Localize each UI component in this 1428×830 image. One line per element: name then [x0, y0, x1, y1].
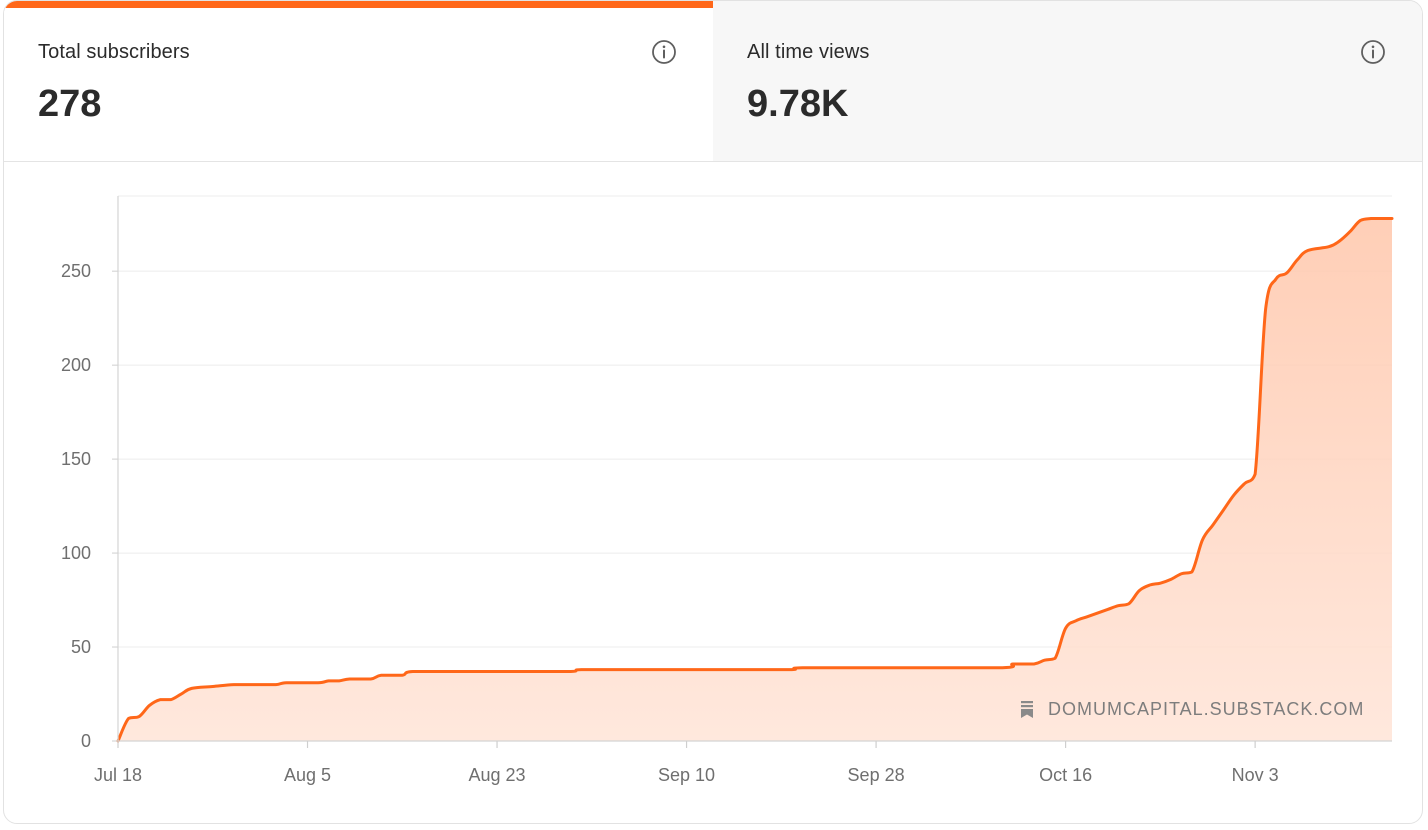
- y-tick-label: 50: [71, 637, 91, 657]
- area-layer: [116, 217, 1394, 743]
- subscriber-growth-chart: 0 50 100 150 200 250 Jul 18 Aug 5 Aug 23 Sep 10 Se…: [61, 195, 1394, 785]
- y-tick-label: 200: [61, 355, 91, 375]
- tab-total-subscribers[interactable]: Total subscribers 278: [4, 1, 713, 161]
- x-tick-label: Sep 28: [848, 765, 905, 785]
- y-tick-label: 100: [61, 543, 91, 563]
- y-tick-label: 150: [61, 449, 91, 469]
- x-tick-label: Aug 23: [469, 765, 526, 785]
- tab-value: 278: [38, 83, 102, 125]
- x-tick-label: Oct 16: [1039, 765, 1092, 785]
- watermark-text: DOMUMCAPITAL.SUBSTACK.COM: [1048, 699, 1364, 719]
- watermark: DOMUMCAPITAL.SUBSTACK.COM: [1021, 699, 1364, 719]
- y-tick-label: 250: [61, 261, 91, 281]
- axes: [112, 196, 1392, 748]
- tick-labels: 0 50 100 150 200 250 Jul 18 Aug 5 Aug 23 Sep 10 Se…: [61, 261, 1279, 785]
- x-tick-label: Nov 3: [1232, 765, 1279, 785]
- series-area: [118, 218, 1392, 741]
- x-tick-label: Sep 10: [658, 765, 715, 785]
- x-tick-label: Jul 18: [94, 765, 142, 785]
- tab-label: Total subscribers: [38, 41, 190, 63]
- y-tick-label: 0: [81, 731, 91, 751]
- bookmark-icon: [1021, 701, 1033, 718]
- tab-value: 9.78K: [747, 83, 849, 125]
- subscriber-chart-area: 0 50 100 150 200 250 Jul 18 Aug 5 Aug 23 Sep 10 Se…: [4, 162, 1422, 823]
- metric-tabs: Total subscribers 278 All time views 9.7…: [4, 1, 1422, 162]
- info-circle-icon[interactable]: [1360, 39, 1386, 65]
- subscriber-stats-card: Total subscribers 278 All time views 9.7…: [3, 0, 1423, 824]
- tab-label: All time views: [747, 41, 870, 63]
- x-tick-label: Aug 5: [284, 765, 331, 785]
- series-line: [116, 217, 1394, 743]
- tab-all-time-views[interactable]: All time views 9.78K: [713, 1, 1422, 161]
- info-circle-icon[interactable]: [651, 39, 677, 65]
